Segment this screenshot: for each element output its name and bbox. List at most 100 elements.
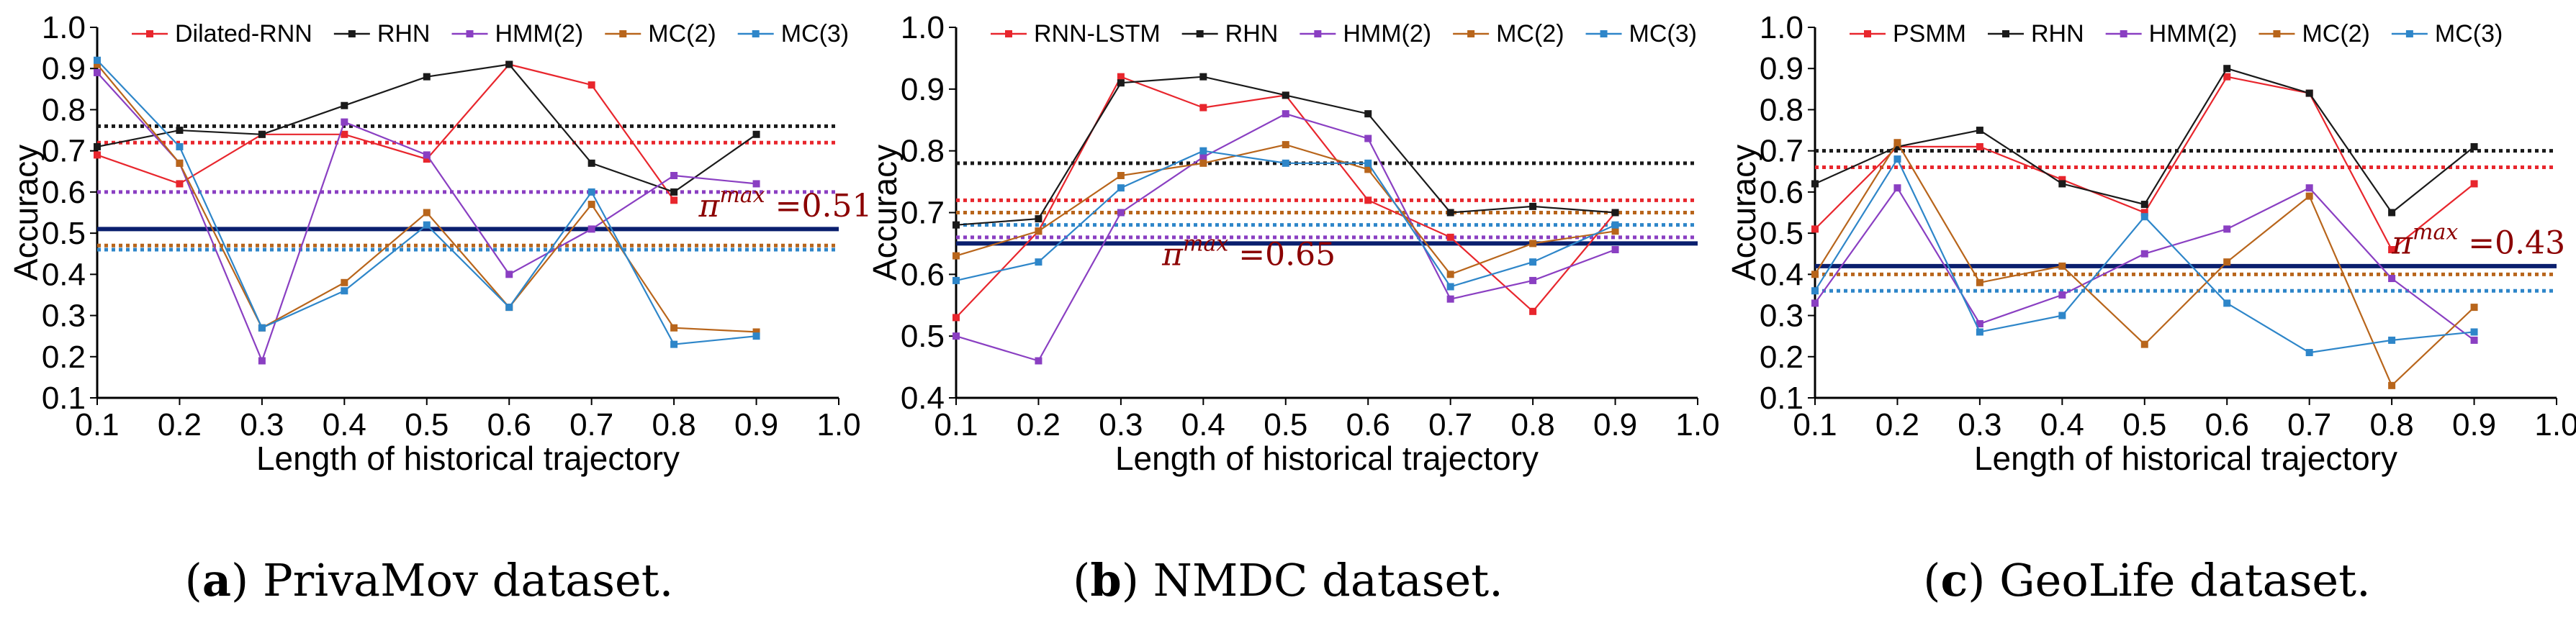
data-point-c-4-6 <box>2305 349 2313 357</box>
x-tick-label-b-0: 0.1 <box>934 407 978 442</box>
caption-c: (c) GeoLife dataset. <box>1923 554 2371 607</box>
data-point-c-0-2 <box>1976 142 1983 150</box>
data-point-a-4-8 <box>752 332 760 340</box>
data-point-a-1-8 <box>752 130 760 138</box>
legend-label-a-3: MC(2) <box>648 20 716 47</box>
data-point-b-1-8 <box>1611 209 1619 217</box>
data-point-b-1-1 <box>1035 215 1042 223</box>
legend-swatch-marker-a-1 <box>348 30 356 37</box>
data-point-a-3-6 <box>587 201 595 209</box>
data-point-a-0-0 <box>94 151 101 159</box>
caption-c-letter: c <box>1940 554 1968 607</box>
data-point-b-1-2 <box>1117 79 1125 87</box>
x-tick-label-a-6: 0.7 <box>569 407 613 442</box>
chart-panel-c: 0.1 0.2 0.3 0.4 0.5 0.6 0.7 0.8 0.9 1.0 0.1 0.2 0.3 0… <box>1725 10 2576 477</box>
chart-panel-a: 0.1 0.2 0.3 0.4 0.5 0.6 0.7 0.8 0.9 1.0 0.1 0.2 0.3 0… <box>7 10 872 477</box>
data-point-a-1-4 <box>423 73 431 81</box>
y-tick-label-b-5: 0.9 <box>901 72 945 107</box>
legend-swatch-marker-b-1 <box>1196 30 1204 37</box>
data-point-c-4-7 <box>2388 336 2396 344</box>
data-point-c-1-3 <box>2058 180 2066 188</box>
legend-swatch-marker-c-3 <box>2273 30 2281 37</box>
data-point-a-3-7 <box>670 324 678 332</box>
legend-swatch-marker-a-4 <box>752 30 760 37</box>
data-point-c-1-2 <box>1976 127 1983 135</box>
data-point-b-3-5 <box>1364 165 1372 173</box>
legend-label-c-0: PSMM <box>1893 20 1966 47</box>
y-tick-label-c-6: 0.7 <box>1760 134 1803 169</box>
data-point-c-0-3 <box>2058 176 2066 183</box>
data-point-b-4-8 <box>1611 221 1619 229</box>
data-point-a-1-1 <box>176 127 184 135</box>
x-tick-label-b-8: 0.9 <box>1593 407 1637 442</box>
data-point-c-3-3 <box>2058 262 2066 270</box>
data-point-b-0-5 <box>1364 196 1372 204</box>
data-point-a-4-4 <box>423 221 431 229</box>
data-point-b-1-5 <box>1364 110 1372 118</box>
series-line-a-2 <box>96 72 757 363</box>
y-tick-label-a-2: 0.3 <box>42 299 86 334</box>
legend-label-a-0: Dilated-RNN <box>175 20 312 47</box>
series-line-a-0 <box>96 63 675 201</box>
pi-max-annotation-a: πmax =0.51 <box>698 183 872 224</box>
x-tick-label-a-2: 0.3 <box>240 407 284 442</box>
x-tick-label-c-2: 0.3 <box>1958 407 2001 442</box>
data-point-c-3-2 <box>1976 278 1983 286</box>
x-tick-label-b-4: 0.5 <box>1264 407 1307 442</box>
y-tick-label-c-3: 0.4 <box>1760 257 1803 292</box>
data-point-a-2-5 <box>505 271 513 278</box>
data-point-a-0-3 <box>341 130 348 138</box>
data-point-a-0-7 <box>670 196 678 204</box>
data-point-c-1-5 <box>2223 65 2231 73</box>
data-point-b-4-5 <box>1364 159 1372 167</box>
y-tick-label-b-0: 0.4 <box>901 381 945 416</box>
y-tick-label-c-5: 0.6 <box>1760 175 1803 210</box>
x-tick-label-b-5: 0.6 <box>1346 407 1390 442</box>
data-point-b-0-0 <box>953 314 960 322</box>
legend-swatch-marker-c-2 <box>2120 30 2127 37</box>
x-tick-label-b-2: 0.3 <box>1099 407 1143 442</box>
legend-swatch-marker-a-2 <box>466 30 474 37</box>
legend-swatch-marker-c-0 <box>1864 30 1871 37</box>
x-tick-label-b-1: 0.2 <box>1017 407 1060 442</box>
data-point-b-4-4 <box>1282 159 1289 167</box>
x-tick-label-a-8: 0.9 <box>734 407 778 442</box>
data-point-a-2-8 <box>752 180 760 188</box>
series-line-a-3 <box>96 63 757 333</box>
y-tick-label-c-8: 0.9 <box>1760 51 1803 86</box>
x-tick-label-b-7: 0.8 <box>1511 407 1555 442</box>
data-point-b-2-1 <box>1035 357 1042 365</box>
data-point-c-0-4 <box>2140 209 2148 217</box>
legend-label-b-4: MC(3) <box>1629 20 1697 47</box>
y-tick-label-b-1: 0.5 <box>901 319 945 354</box>
legend-label-c-3: MC(2) <box>2302 20 2369 47</box>
y-tick-label-a-1: 0.2 <box>42 340 86 375</box>
series-line-b-1 <box>955 76 1616 226</box>
data-point-a-4-5 <box>505 304 513 312</box>
pi-max-annotation-c: πmax =0.43 <box>2391 220 2565 262</box>
data-point-b-0-6 <box>1446 233 1454 241</box>
y-tick-label-c-1: 0.2 <box>1760 340 1803 375</box>
data-point-c-3-6 <box>2305 192 2313 200</box>
data-point-c-2-8 <box>2470 336 2478 344</box>
legend-label-b-0: RNN-LSTM <box>1034 20 1161 47</box>
caption-b-letter: b <box>1090 554 1122 607</box>
data-point-c-2-4 <box>2140 250 2148 258</box>
caption-c-text: GeoLife dataset. <box>1999 554 2371 607</box>
y-tick-label-b-2: 0.6 <box>901 257 945 292</box>
legend-label-a-4: MC(3) <box>781 20 849 47</box>
data-point-a-1-0 <box>94 142 101 150</box>
data-point-b-2-6 <box>1446 295 1454 303</box>
y-tick-label-b-3: 0.7 <box>901 196 945 231</box>
legend-swatch-marker-a-3 <box>619 30 627 37</box>
x-axis-label-b: Length of historical trajectory <box>1115 440 1539 477</box>
x-tick-label-c-4: 0.5 <box>2122 407 2166 442</box>
data-point-c-2-0 <box>1811 299 1819 307</box>
data-point-b-0-2 <box>1117 73 1125 81</box>
caption-a-text: PrivaMov dataset. <box>262 554 674 607</box>
data-point-a-2-2 <box>258 357 266 365</box>
data-point-b-1-4 <box>1282 91 1289 99</box>
y-tick-label-c-0: 0.1 <box>1760 381 1803 416</box>
x-tick-label-a-9: 1.0 <box>816 407 860 442</box>
legend-label-a-1: RHN <box>377 20 431 47</box>
